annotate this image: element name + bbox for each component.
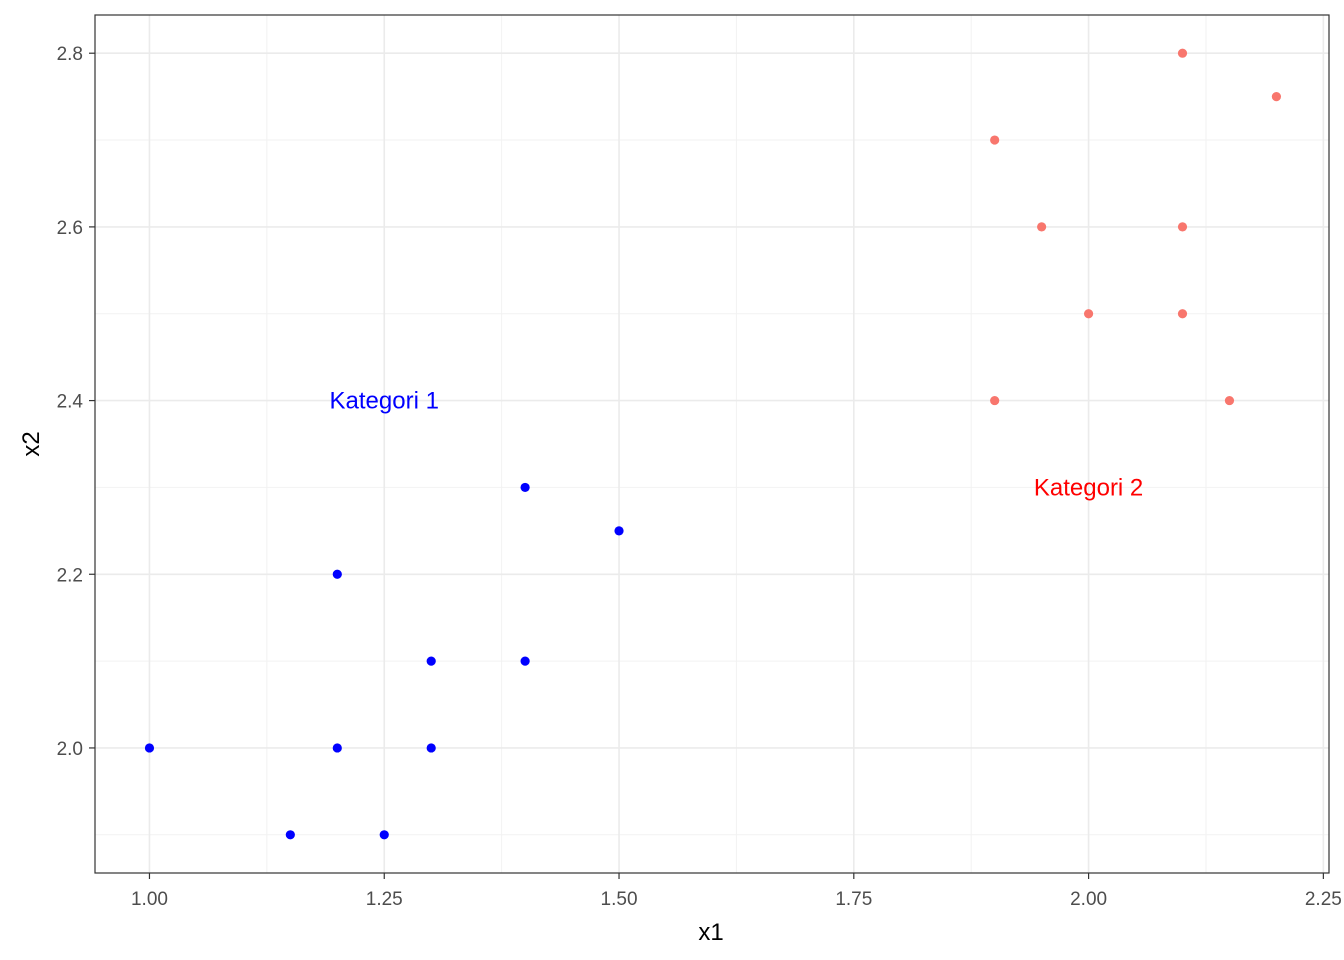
scatter-point [990, 135, 1000, 145]
panel-border [94, 14, 1330, 874]
scatter-point [285, 830, 295, 840]
x-tick-label: 1.75 [835, 889, 872, 910]
scatter-point [1224, 395, 1235, 406]
annotation-label: Kategori 1 [330, 388, 439, 415]
annotation-label: Kategori 2 [1034, 474, 1143, 501]
x-tick-label: 1.25 [366, 889, 403, 910]
scatter-point [1177, 48, 1188, 58]
grid-major [95, 15, 1329, 873]
scatter-point [426, 656, 436, 666]
scatter-point [1177, 222, 1188, 232]
y-tick-label: 2.8 [57, 44, 83, 65]
x-tick-label: 1.00 [131, 889, 168, 910]
scatter-point [614, 526, 624, 536]
x-tick-label: 2.00 [1070, 889, 1107, 910]
grid-minor [95, 15, 1329, 873]
scatter-point [1177, 309, 1188, 319]
scatter-point [379, 830, 389, 840]
data-points [144, 48, 1282, 840]
scatter-point [1271, 92, 1282, 102]
y-tick-label: 2.4 [57, 392, 84, 413]
y-tick-label: 2.2 [57, 565, 83, 586]
scatter-point [332, 569, 342, 579]
y-axis-title: x2 [18, 431, 45, 456]
y-tick-label: 2.6 [57, 218, 83, 239]
y-tick-label: 2.0 [57, 739, 83, 760]
scatter-point [1037, 222, 1047, 232]
scatter-point [144, 743, 155, 753]
x-tick-label: 1.50 [601, 889, 638, 910]
scatter-point [990, 395, 1000, 406]
x-axis-ticks: 1.00 1.25 1.50 1.75 2.00 2.25 [131, 873, 1342, 910]
y-axis-ticks: 2.0 2.2 2.4 2.6 2.8 [57, 44, 95, 760]
scatter-point [426, 743, 436, 753]
scatter-point [1083, 309, 1094, 319]
x-axis-title: x1 [698, 919, 723, 946]
x-tick-label: 2.25 [1305, 889, 1342, 910]
scatter-point [520, 656, 530, 666]
panel-background [95, 15, 1329, 873]
scatter-point [332, 743, 342, 753]
annotations: Kategori 1 Kategori 2 [330, 388, 1144, 502]
scatter-point [520, 482, 530, 493]
